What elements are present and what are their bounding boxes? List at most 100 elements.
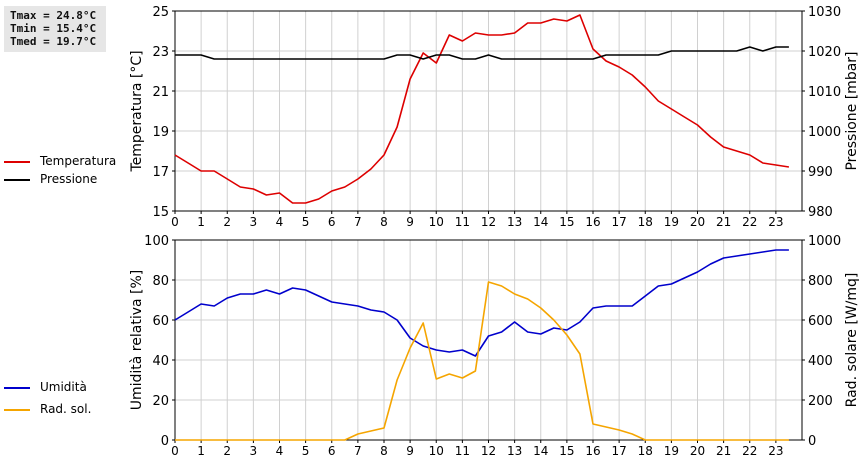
- bottom-y2tick-label-600: 600: [808, 314, 833, 329]
- bottom-xtick-label-14: 14: [533, 444, 548, 458]
- tmin-label: Tmin = 15.4°C: [10, 22, 97, 35]
- bottom-series-rad-sol-line: [175, 281, 789, 441]
- bottom-xtick-label-16: 16: [585, 444, 600, 458]
- bottom-ytick-label-60: 60: [152, 314, 169, 329]
- tmax-label: Tmax = 24.8°C: [10, 9, 97, 22]
- legend-rad-sol: Rad. sol.: [4, 402, 134, 418]
- top-xtick-label-16: 16: [585, 215, 600, 229]
- top-y2tick-label-1020: 1020: [808, 45, 841, 60]
- bottom-xtick-label-8: 8: [380, 444, 388, 458]
- legend-pressione: Pressione: [4, 172, 134, 188]
- top-xtick-label-18: 18: [638, 215, 653, 229]
- bottom-xtick-label-4: 4: [276, 444, 284, 458]
- top-xtick-label-8: 8: [380, 215, 388, 229]
- legend-umidita: Umidità: [4, 380, 134, 396]
- top-xtick-label-4: 4: [276, 215, 284, 229]
- legend-temperatura-label: Temperatura: [40, 154, 117, 168]
- top-xtick-label-20: 20: [690, 215, 705, 229]
- top-xtick-label-0: 0: [171, 215, 179, 229]
- bottom-ytick-label-0: 0: [161, 434, 169, 449]
- top-xtick-label-7: 7: [354, 215, 362, 229]
- bottom-xtick-label-21: 21: [716, 444, 731, 458]
- top-xtick-label-11: 11: [455, 215, 470, 229]
- bottom-xtick-label-5: 5: [302, 444, 310, 458]
- humidity-radiation-chart: 0 1 2 3 4 5 6 7 8 9 10 11 12 13 14 15 16 17 18 19 20 21 22 2302…: [129, 234, 860, 458]
- top-xtick-label-15: 15: [559, 215, 574, 229]
- legend-rad-sol-swatch: [4, 409, 30, 411]
- bottom-xtick-label-13: 13: [507, 444, 522, 458]
- legend-temperatura-swatch: [4, 161, 30, 163]
- bottom-plot-frame: [174, 239, 803, 441]
- top-series-pressione-line: [175, 46, 789, 60]
- temperature-stats-box: Tmax = 24.8°C Tmin = 15.4°C Tmed = 19.7°…: [4, 6, 106, 52]
- top-ytick-label-15: 15: [152, 205, 169, 220]
- bottom-y2tick-label-200: 200: [808, 394, 833, 409]
- legend-umidita-swatch: [4, 387, 30, 389]
- bottom-ytick-label-80: 80: [152, 274, 169, 289]
- bottom-y2tick-label-1000: 1000: [808, 234, 841, 249]
- top-xtick-label-19: 19: [664, 215, 679, 229]
- top-xtick-label-3: 3: [250, 215, 258, 229]
- bottom-y2tick-label-800: 800: [808, 274, 833, 289]
- bottom-xtick-label-12: 12: [481, 444, 496, 458]
- top-y-axis-title: Temperatura [°C]: [129, 50, 145, 172]
- bottom-xtick-label-23: 23: [768, 444, 783, 458]
- bottom-xtick-label-22: 22: [742, 444, 757, 458]
- bottom-xtick-label-9: 9: [406, 444, 414, 458]
- top-xtick-label-23: 23: [768, 215, 783, 229]
- top-ytick-label-19: 19: [152, 125, 169, 140]
- top-xtick-label-6: 6: [328, 215, 336, 229]
- bottom-xtick-label-0: 0: [171, 444, 179, 458]
- top-xtick-label-17: 17: [611, 215, 626, 229]
- top-xtick-label-10: 10: [429, 215, 444, 229]
- bottom-xtick-label-11: 11: [455, 444, 470, 458]
- top-ytick-label-23: 23: [152, 45, 169, 60]
- bottom-y-axis-title: Umidità relativa [%]: [129, 270, 145, 411]
- top-xtick-label-9: 9: [406, 215, 414, 229]
- tmed-label: Tmed = 19.7°C: [10, 35, 97, 48]
- bottom-xtick-label-7: 7: [354, 444, 362, 458]
- bottom-xtick-label-20: 20: [690, 444, 705, 458]
- top-y2tick-label-1010: 1010: [808, 85, 841, 100]
- bottom-y2tick-label-0: 0: [808, 434, 816, 449]
- legend-temperatura: Temperatura: [4, 154, 134, 170]
- top-y2tick-label-990: 990: [808, 165, 833, 180]
- top-y2tick-label-980: 980: [808, 205, 833, 220]
- bottom-xtick-label-17: 17: [611, 444, 626, 458]
- bottom-xtick-label-18: 18: [638, 444, 653, 458]
- bottom-ytick-label-40: 40: [152, 354, 169, 369]
- legend-pressione-swatch: [4, 179, 30, 181]
- bottom-xtick-label-1: 1: [197, 444, 205, 458]
- bottom-xtick-label-19: 19: [664, 444, 679, 458]
- top-y2tick-label-1030: 1030: [808, 5, 841, 20]
- top-xtick-label-5: 5: [302, 215, 310, 229]
- top-y2tick-label-1000: 1000: [808, 125, 841, 140]
- top-xtick-label-14: 14: [533, 215, 548, 229]
- top-xtick-label-13: 13: [507, 215, 522, 229]
- bottom-series-umidit-line: [174, 249, 789, 357]
- top-ytick-label-21: 21: [152, 85, 169, 100]
- top-xtick-label-21: 21: [716, 215, 731, 229]
- bottom-xtick-label-6: 6: [328, 444, 336, 458]
- bottom-y2-axis-title: Rad. solare [W/mq]: [844, 273, 860, 408]
- legend-pressione-label: Pressione: [40, 172, 98, 186]
- legend-umidita-label: Umidità: [40, 380, 87, 394]
- bottom-xtick-label-2: 2: [223, 444, 231, 458]
- top-y2-axis-title: Pressione [mbar]: [844, 51, 860, 170]
- top-xtick-label-1: 1: [197, 215, 205, 229]
- top-series-temperatura-line: [174, 14, 790, 204]
- bottom-xtick-label-3: 3: [250, 444, 258, 458]
- top-xtick-label-12: 12: [481, 215, 496, 229]
- bottom-y2tick-label-400: 400: [808, 354, 833, 369]
- top-ytick-label-17: 17: [152, 165, 169, 180]
- bottom-ytick-label-20: 20: [152, 394, 169, 409]
- top-xtick-label-2: 2: [223, 215, 231, 229]
- bottom-xtick-label-15: 15: [559, 444, 574, 458]
- top-ytick-label-25: 25: [152, 5, 169, 20]
- top-xtick-label-22: 22: [742, 215, 757, 229]
- legend-rad-sol-label: Rad. sol.: [40, 402, 92, 416]
- bottom-xtick-label-10: 10: [429, 444, 444, 458]
- bottom-ytick-label-100: 100: [144, 234, 169, 249]
- top-plot-frame: [174, 10, 803, 212]
